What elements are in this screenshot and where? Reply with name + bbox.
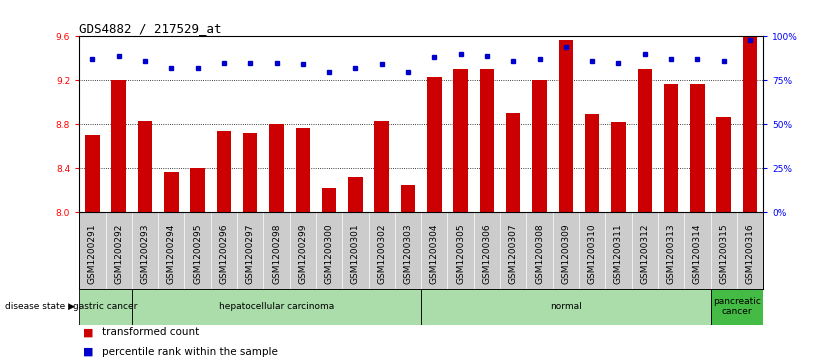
Text: GSM1200292: GSM1200292 — [114, 224, 123, 284]
Bar — [664, 83, 678, 212]
Text: GSM1200291: GSM1200291 — [88, 224, 97, 284]
Bar — [611, 122, 626, 212]
Text: GSM1200313: GSM1200313 — [666, 224, 676, 285]
Text: hepatocellular carcinoma: hepatocellular carcinoma — [219, 302, 334, 311]
Bar — [637, 69, 652, 212]
Text: GSM1200315: GSM1200315 — [719, 224, 728, 285]
Text: GSM1200295: GSM1200295 — [193, 224, 202, 284]
Bar — [374, 121, 389, 212]
Bar — [506, 113, 520, 212]
Bar — [480, 69, 495, 212]
Text: disease state ▶: disease state ▶ — [5, 302, 75, 311]
Text: GSM1200302: GSM1200302 — [377, 224, 386, 284]
Bar — [85, 135, 99, 212]
Text: ■: ■ — [83, 327, 94, 337]
Bar — [690, 83, 705, 212]
Bar — [269, 124, 284, 212]
Bar — [585, 114, 600, 212]
Bar — [112, 80, 126, 212]
Text: GDS4882 / 217529_at: GDS4882 / 217529_at — [79, 22, 222, 35]
Text: transformed count: transformed count — [102, 327, 199, 337]
Text: GSM1200296: GSM1200296 — [219, 224, 229, 284]
Bar — [559, 40, 573, 212]
Text: pancreatic
cancer: pancreatic cancer — [713, 297, 761, 317]
Text: normal: normal — [550, 302, 581, 311]
Text: GSM1200314: GSM1200314 — [693, 224, 702, 284]
Bar — [295, 128, 310, 212]
Text: GSM1200312: GSM1200312 — [641, 224, 649, 284]
Text: GSM1200306: GSM1200306 — [482, 224, 491, 285]
Bar — [716, 117, 731, 212]
Text: GSM1200300: GSM1200300 — [324, 224, 334, 285]
Text: ■: ■ — [83, 347, 94, 357]
Bar — [454, 69, 468, 212]
Bar — [79, 289, 132, 325]
Bar — [401, 185, 415, 212]
Text: gastric cancer: gastric cancer — [73, 302, 138, 311]
Bar — [322, 188, 336, 212]
Bar — [190, 168, 205, 212]
Text: GSM1200307: GSM1200307 — [509, 224, 518, 285]
Text: GSM1200305: GSM1200305 — [456, 224, 465, 285]
Bar — [164, 172, 178, 212]
Text: GSM1200316: GSM1200316 — [746, 224, 755, 285]
Bar — [532, 80, 547, 212]
Text: GSM1200311: GSM1200311 — [614, 224, 623, 285]
Text: GSM1200301: GSM1200301 — [351, 224, 360, 285]
Bar — [711, 289, 763, 325]
Text: GSM1200298: GSM1200298 — [272, 224, 281, 284]
Text: GSM1200293: GSM1200293 — [140, 224, 149, 284]
Text: GSM1200310: GSM1200310 — [588, 224, 596, 285]
Text: GSM1200297: GSM1200297 — [246, 224, 254, 284]
Bar — [217, 131, 231, 212]
Bar — [243, 133, 258, 212]
Text: GSM1200304: GSM1200304 — [430, 224, 439, 284]
Bar — [138, 121, 153, 212]
Text: percentile rank within the sample: percentile rank within the sample — [102, 347, 278, 357]
Text: GSM1200308: GSM1200308 — [535, 224, 544, 285]
Bar — [743, 36, 757, 212]
Text: GSM1200294: GSM1200294 — [167, 224, 176, 284]
Bar — [427, 77, 441, 212]
Text: GSM1200303: GSM1200303 — [404, 224, 413, 285]
Bar — [132, 289, 421, 325]
Text: GSM1200309: GSM1200309 — [561, 224, 570, 285]
Bar — [348, 177, 363, 212]
Text: GSM1200299: GSM1200299 — [299, 224, 307, 284]
Bar — [421, 289, 711, 325]
